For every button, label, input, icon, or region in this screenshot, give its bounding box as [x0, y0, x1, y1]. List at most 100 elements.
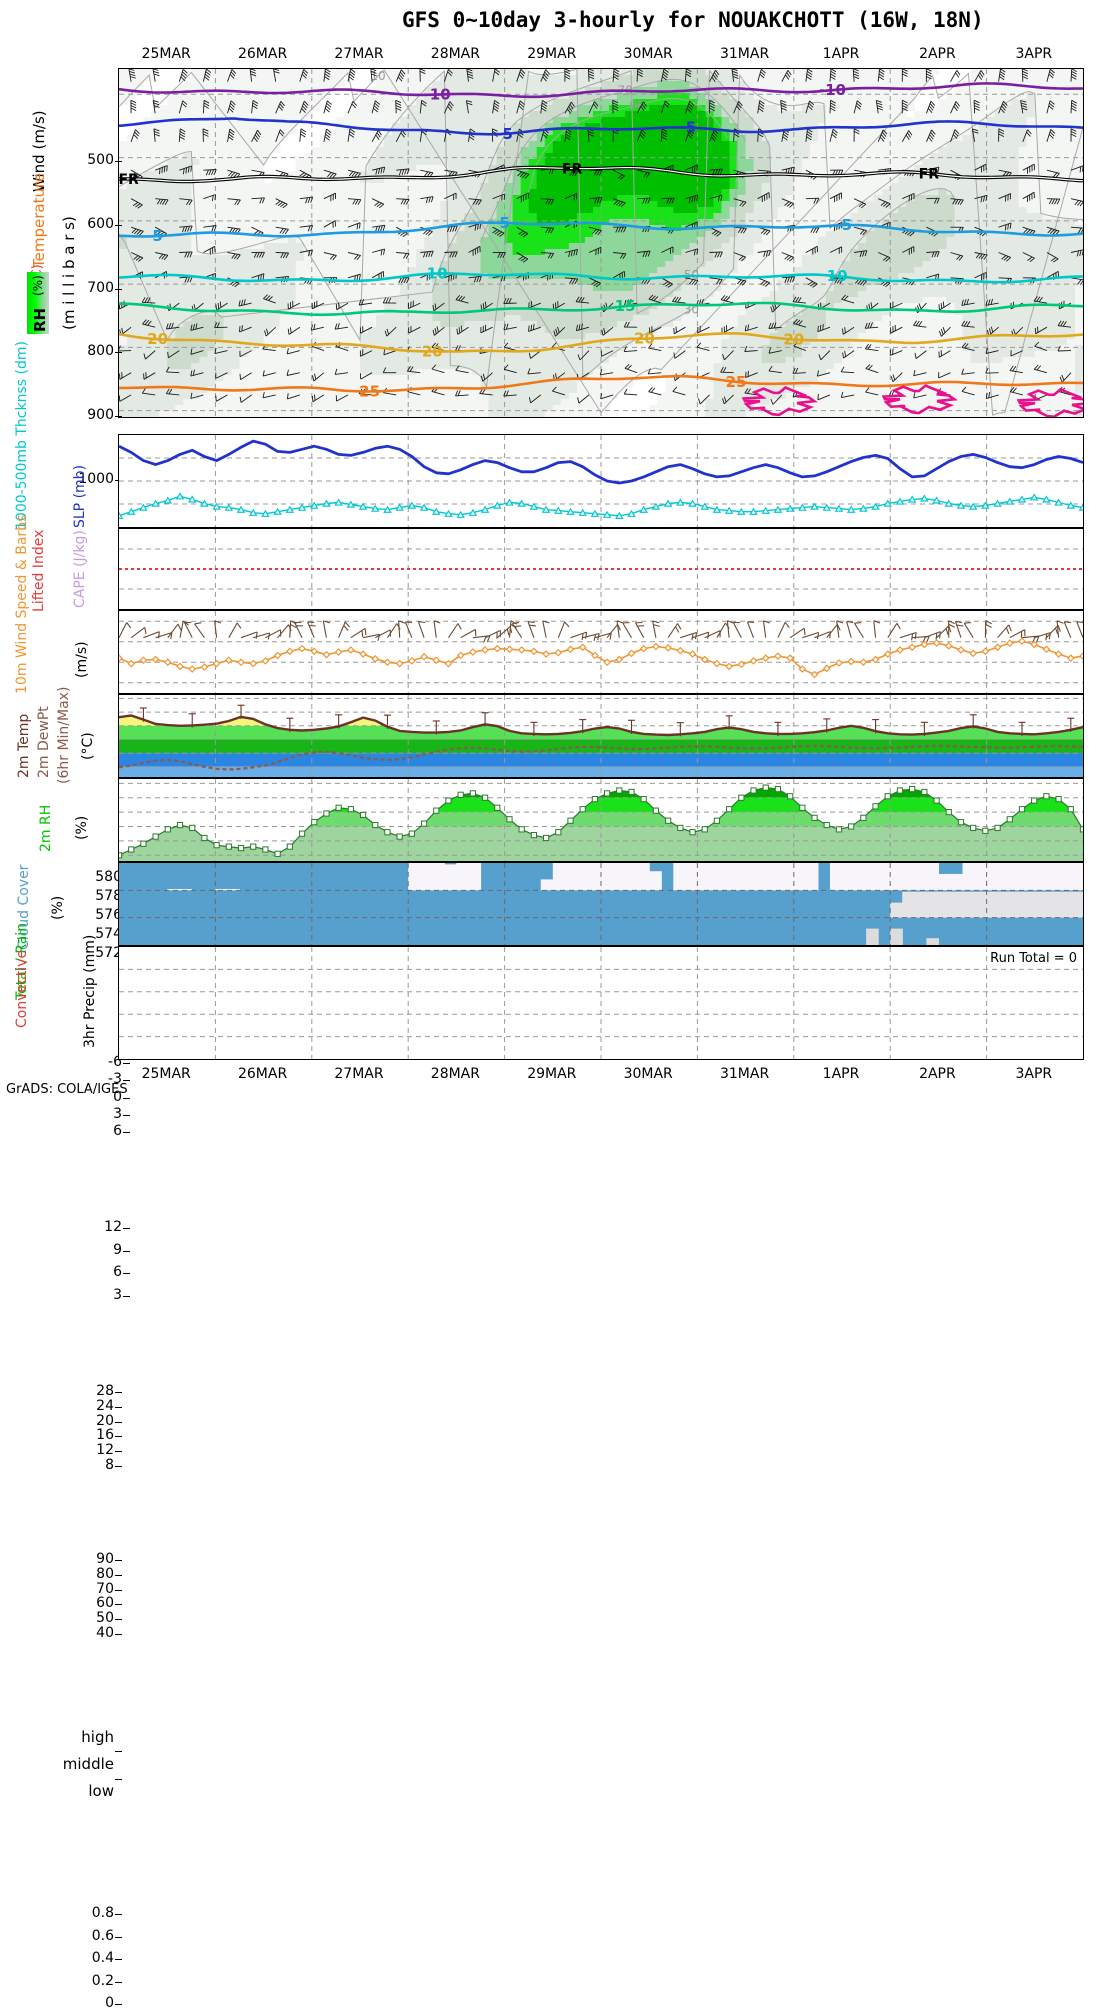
axis-tick: 900	[58, 407, 114, 423]
axis-tick-mark	[123, 1228, 130, 1229]
svg-text:-5: -5	[496, 125, 513, 143]
axis-tick-mark	[115, 352, 122, 353]
temp2m-panel	[118, 694, 1084, 778]
axis-tick-mark	[115, 289, 122, 290]
axis-tick: 0.8	[58, 1905, 114, 1921]
axis-label-thickness: 1000-500mb Thcknss (dm)	[14, 341, 30, 530]
date-label: 1APR	[805, 1066, 877, 1082]
svg-text:-10: -10	[424, 86, 451, 104]
axis-tick-mark	[115, 416, 122, 417]
date-label: 2APR	[901, 1066, 973, 1082]
date-label: 27MAR	[323, 46, 395, 62]
axis-tick-mark	[115, 1959, 122, 1960]
axis-tick: 50	[58, 1610, 114, 1626]
axis-tick-mark	[115, 1392, 122, 1393]
axis-tick-mark	[115, 161, 122, 162]
axis-tick: 800	[58, 343, 114, 359]
svg-text:20: 20	[422, 342, 443, 360]
slp-thickness-panel	[118, 434, 1084, 528]
page-title: GFS 0~10day 3-hourly for NOUAKCHOTT (16W…	[402, 8, 984, 32]
cloud-level-label: low	[40, 1782, 114, 1800]
axis-label-wind10m-unit: (m/s)	[74, 641, 90, 678]
axis-label-cloud-unit: (%)	[50, 896, 66, 920]
svg-text:5: 5	[842, 216, 852, 234]
footer-credit: GrADS: COLA/IGES	[6, 1082, 128, 1097]
run-total-annotation: Run Total = 0	[990, 951, 1077, 966]
axis-tick: 9	[66, 1242, 122, 1258]
axis-tick-mark	[115, 1451, 122, 1452]
axis-tick-mark	[115, 225, 122, 226]
axis-label-temp-unit: (°C)	[80, 732, 96, 760]
axis-tick-mark	[123, 1251, 130, 1252]
axis-tick-mark	[115, 2004, 122, 2005]
axis-tick: 0.4	[58, 1950, 114, 1966]
axis-tick: 24	[58, 1398, 114, 1414]
axis-tick-mark	[123, 1273, 130, 1274]
axis-tick-mark	[115, 1407, 122, 1408]
axis-tick-mark	[115, 1779, 122, 1780]
axis-tick: 500	[58, 152, 114, 168]
axis-tick: 580	[66, 869, 122, 885]
date-label: 25MAR	[130, 1066, 202, 1082]
date-label: 29MAR	[516, 46, 588, 62]
axis-label-temperature: Temperature	[30, 173, 48, 268]
svg-text:15: 15	[615, 297, 636, 315]
axis-tick-mark	[123, 1063, 130, 1064]
date-label: 30MAR	[612, 1066, 684, 1082]
date-label: 31MAR	[709, 46, 781, 62]
cloud-level-label: high	[40, 1728, 114, 1746]
date-label: 28MAR	[419, 1066, 491, 1082]
axis-tick-mark	[115, 1466, 122, 1467]
axis-label-rh2m-unit: (%)	[74, 816, 90, 840]
svg-text:-10: -10	[819, 81, 846, 99]
axis-label-millibars: (m i l l i b a r s)	[60, 216, 78, 330]
axis-tick: -6	[66, 1054, 122, 1070]
axis-tick-mark	[115, 1937, 122, 1938]
date-label: 30MAR	[612, 46, 684, 62]
axis-tick: 60	[58, 1595, 114, 1611]
svg-text:5: 5	[499, 214, 509, 232]
axis-tick-mark	[115, 1422, 122, 1423]
axis-label-rh: RH	[31, 308, 49, 332]
axis-tick: 6	[66, 1123, 122, 1139]
axis-tick: 0	[58, 1995, 114, 2011]
axis-tick: 0.2	[58, 1973, 114, 1989]
svg-text:10: 10	[427, 265, 448, 283]
axis-tick: 16	[58, 1427, 114, 1443]
axis-label-rh-unit: (%)	[31, 275, 45, 296]
axis-tick-mark	[115, 1982, 122, 1983]
axis-tick: 80	[58, 1566, 114, 1582]
axis-label-minmax: (6hr Min/Max)	[56, 687, 72, 784]
axis-tick-mark	[115, 1751, 122, 1752]
svg-text:FR: FR	[119, 172, 139, 188]
cloud-level-label: middle	[40, 1755, 114, 1773]
axis-label-rh2m: 2m RH	[38, 805, 54, 852]
date-label: 26MAR	[227, 46, 299, 62]
axis-tick-mark	[123, 1098, 130, 1099]
axis-tick-mark	[115, 1575, 122, 1576]
precip-panel: Run Total = 0	[118, 946, 1084, 1060]
axis-tick-mark	[115, 1914, 122, 1915]
axis-tick-mark	[115, 1560, 122, 1561]
axis-tick: 8	[58, 1457, 114, 1473]
axis-tick-mark	[115, 1634, 122, 1635]
date-label: 1APR	[805, 46, 877, 62]
axis-tick-mark	[115, 1590, 122, 1591]
axis-label-lifted-index: Lifted Index	[31, 530, 47, 612]
axis-label-wind10m: 10m Wind Speed & Barbs	[14, 515, 30, 694]
cloud-cover-panel	[118, 862, 1084, 946]
axis-tick: 3	[66, 1287, 122, 1303]
svg-text:20: 20	[147, 330, 168, 348]
axis-tick: 0.6	[58, 1928, 114, 1944]
axis-tick-mark	[123, 1132, 130, 1133]
date-label: 2APR	[901, 46, 973, 62]
axis-tick-mark	[123, 1296, 130, 1297]
date-label: 29MAR	[516, 1066, 588, 1082]
date-label: 28MAR	[419, 46, 491, 62]
axis-tick: 3	[66, 1106, 122, 1122]
axis-tick: 578	[66, 888, 122, 904]
svg-text:-5: -5	[679, 119, 696, 137]
